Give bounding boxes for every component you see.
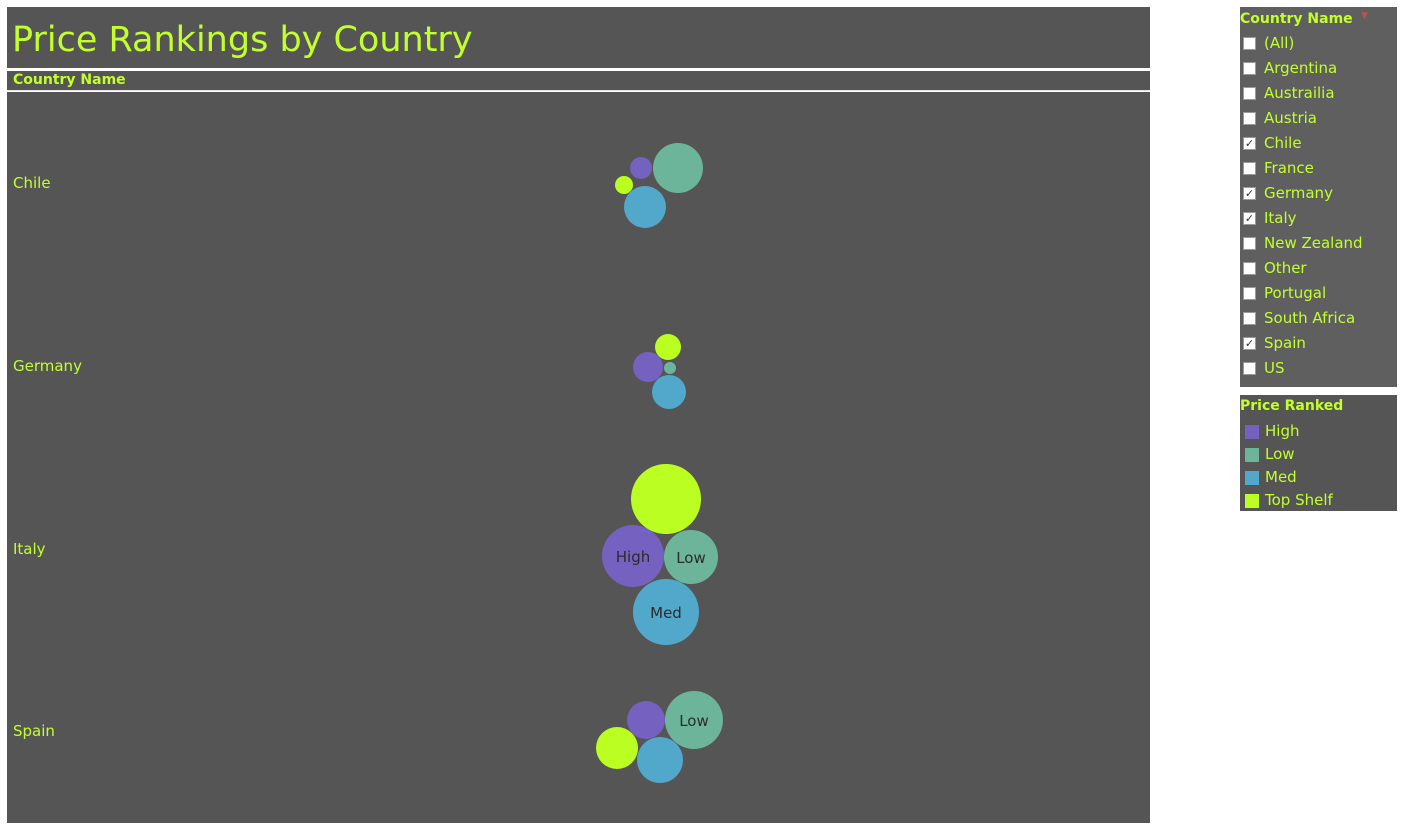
bubble-spain-high[interactable] [627,701,665,739]
legend-label: High [1265,422,1300,440]
dashboard: Price Rankings by Country Country Name C… [7,7,1150,823]
filter-item-label: Portugal [1264,284,1327,302]
filter-item-label: Chile [1264,134,1302,152]
bubble-germany-top-shelf[interactable] [655,334,681,360]
bubble-spain-top-shelf[interactable] [596,727,638,769]
bubble-chart[interactable]: Chile Germany Italy Spain High Low Med Low [7,92,1150,823]
filter-item-label: US [1264,359,1285,377]
bubble-label-italy-low: Low [676,549,706,567]
filter-checkbox[interactable]: ✓ [1243,187,1256,200]
filter-dropdown-icon[interactable]: ▼ [1361,11,1368,21]
filter-checkbox[interactable] [1243,312,1256,325]
filter-item-label: Austria [1264,109,1317,127]
filter-checkbox[interactable] [1243,162,1256,175]
legend-swatch [1245,448,1259,462]
filter-item-label: Argentina [1264,59,1338,77]
page-title: Price Rankings by Country [12,20,473,60]
filter-item-label: Spain [1264,334,1306,352]
bubble-italy-top-shelf[interactable] [631,464,701,534]
filter-checkbox[interactable] [1243,87,1256,100]
filter-checkbox[interactable] [1243,62,1256,75]
row-label-germany: Germany [13,357,82,375]
bubble-spain-med[interactable] [637,737,683,783]
bubble-spain-low[interactable] [665,691,723,749]
filter-item-label: Germany [1264,184,1333,202]
filter-checkbox[interactable]: ✓ [1243,137,1256,150]
country-filter-panel: Country Name ▼ (All) Argentina Austrailia A… [1240,7,1397,387]
bubble-label-italy-med: Med [650,604,682,622]
column-header-label: Country Name [13,72,126,88]
bubble-germany-high[interactable] [633,352,663,382]
bubble-chile-low[interactable] [653,143,703,193]
filter-checkbox[interactable] [1243,262,1256,275]
filter-item-label: Italy [1264,209,1297,227]
bubble-germany-med[interactable] [652,375,686,409]
title-bar: Price Rankings by Country [7,7,1150,68]
filter-checkbox[interactable] [1243,112,1256,125]
bubble-italy-low[interactable] [664,530,718,584]
filter-checkbox[interactable] [1243,287,1256,300]
bubble-italy-high[interactable] [602,525,664,587]
price-legend: Price Ranked High Low Med Top Shelf [1240,395,1397,511]
filter-item-label: (All) [1264,34,1295,52]
filter-checkbox[interactable]: ✓ [1243,337,1256,350]
filter-checkbox[interactable] [1243,237,1256,250]
row-label-chile: Chile [13,174,51,192]
legend-title: Price Ranked [1240,398,1344,414]
bubble-label-spain-low: Low [679,712,709,730]
filter-item-label: Austrailia [1264,84,1335,102]
bubble-chile-med[interactable] [624,186,666,228]
bubble-plot-area: High Low Med Low [596,143,723,783]
filter-checkbox[interactable] [1243,362,1256,375]
row-label-italy: Italy [13,540,46,558]
filter-checkbox[interactable]: ✓ [1243,212,1256,225]
filter-checkbox[interactable] [1243,37,1256,50]
bubble-chile-high[interactable] [630,157,652,179]
filter-item-label: New Zealand [1264,234,1363,252]
legend-label: Top Shelf [1265,491,1333,509]
bubble-label-italy-high: High [616,548,650,566]
bubble-italy-med[interactable] [633,579,699,645]
filter-item-label: South Africa [1264,309,1356,327]
legend-label: Low [1265,445,1295,463]
bubble-germany-low[interactable] [664,362,676,374]
legend-swatch [1245,494,1259,508]
filter-item-label: Other [1264,259,1307,277]
row-label-spain: Spain [13,722,55,740]
bubble-chile-top-shelf[interactable] [615,176,633,194]
legend-swatch [1245,471,1259,485]
legend-swatch [1245,425,1259,439]
filter-item-label: France [1264,159,1314,177]
filter-title: Country Name [1240,11,1353,27]
column-header: Country Name [7,71,1150,91]
legend-label: Med [1265,468,1297,486]
